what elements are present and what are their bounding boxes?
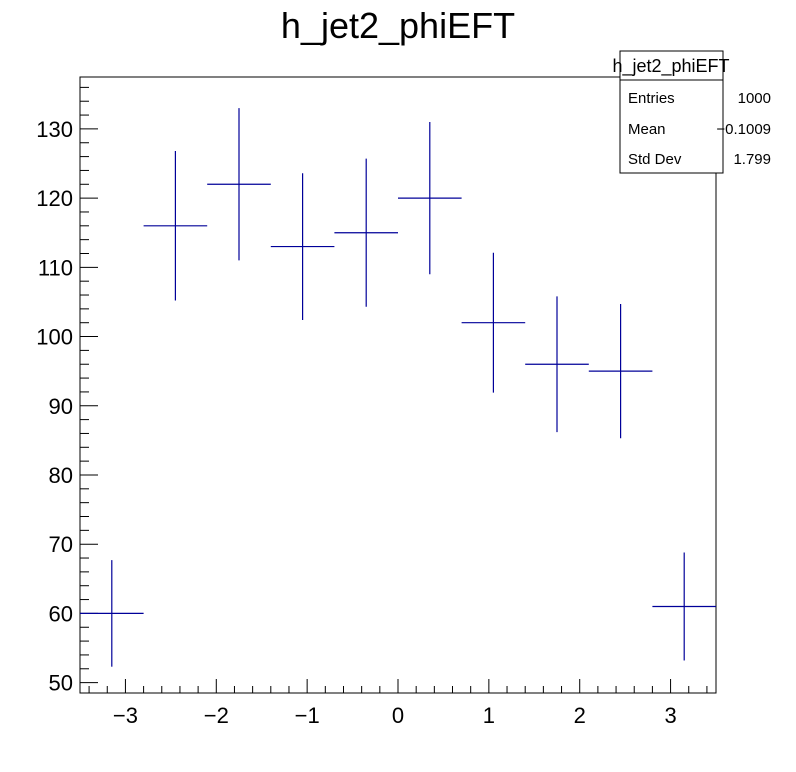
y-tick-label: 110 — [38, 255, 73, 280]
x-axis: −3 −2 −1 0 1 2 3 — [88, 679, 708, 728]
y-tick-label: 80 — [49, 463, 73, 488]
data-points — [80, 108, 716, 667]
data-point — [588, 304, 653, 439]
x-tick-label: −2 — [204, 703, 229, 728]
x-tick-label: −1 — [295, 703, 320, 728]
x-tick-label: 0 — [392, 703, 404, 728]
data-point — [398, 121, 462, 275]
y-tick-label: 120 — [36, 186, 73, 211]
chart-title: h_jet2_phiEFT — [281, 5, 515, 46]
stats-box: h_jet2_phiEFT Entries 1000 Mean −0.1009 … — [612, 50, 771, 174]
y-tick-label: 60 — [49, 601, 73, 626]
stats-stddev-label: Std Dev — [628, 151, 682, 168]
y-tick-label: 130 — [36, 117, 73, 142]
x-tick-label: 3 — [664, 703, 676, 728]
stats-entries-value: 1000 — [738, 90, 771, 107]
y-tick-label: 70 — [49, 532, 73, 557]
x-tick-label: 1 — [483, 703, 495, 728]
y-tick-label: 90 — [49, 394, 73, 419]
data-point — [525, 296, 589, 433]
data-point — [334, 158, 398, 307]
data-point — [652, 552, 716, 661]
y-tick-label: 100 — [36, 325, 73, 350]
data-point — [207, 108, 271, 261]
x-tick-label: 2 — [574, 703, 586, 728]
stats-stddev-value: 1.799 — [733, 151, 771, 168]
data-point — [143, 151, 208, 301]
stats-entries-label: Entries — [628, 90, 675, 107]
stats-box-border — [619, 50, 724, 174]
data-point — [270, 173, 335, 320]
y-axis: 50 60 70 80 90 100 110 120 130 — [36, 86, 98, 696]
data-point — [80, 560, 144, 667]
y-tick-label: 50 — [49, 671, 73, 696]
stats-mean-value: −0.1009 — [716, 121, 771, 138]
data-point — [461, 252, 526, 393]
stats-title: h_jet2_phiEFT — [612, 56, 729, 77]
x-tick-label: −3 — [113, 703, 138, 728]
stats-mean-label: Mean — [628, 121, 666, 138]
